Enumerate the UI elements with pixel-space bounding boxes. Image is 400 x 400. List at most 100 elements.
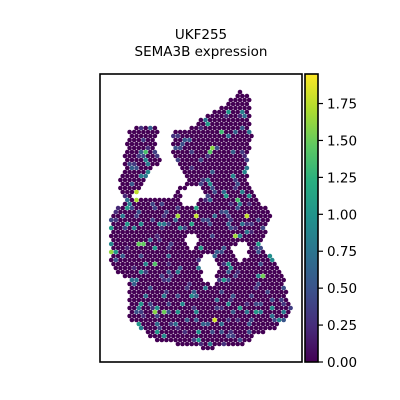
spot <box>279 289 284 295</box>
spot <box>200 249 206 255</box>
spot <box>223 297 229 303</box>
spot <box>177 193 183 199</box>
spot <box>249 205 254 211</box>
spot <box>235 269 240 275</box>
spot <box>212 157 217 163</box>
spot <box>230 325 236 331</box>
spot <box>187 273 192 279</box>
spot <box>122 201 128 207</box>
spot <box>253 325 259 331</box>
spot <box>228 289 234 295</box>
spot <box>173 313 178 319</box>
spot <box>258 269 264 275</box>
spot <box>226 149 231 155</box>
spot <box>164 281 169 287</box>
spot <box>200 177 206 183</box>
spot <box>221 157 227 163</box>
spot <box>235 277 240 283</box>
spot <box>191 145 197 151</box>
spot <box>217 253 222 259</box>
spot <box>221 117 227 123</box>
spot <box>159 337 165 343</box>
spot <box>203 285 208 291</box>
spot <box>256 233 261 239</box>
spot <box>235 133 240 139</box>
spot <box>235 213 240 219</box>
spot <box>223 177 229 183</box>
spot <box>175 317 181 323</box>
spot <box>164 321 169 327</box>
spot <box>226 269 231 275</box>
spot <box>207 125 213 131</box>
spot <box>191 249 197 255</box>
spot <box>173 289 178 295</box>
spot <box>212 341 217 347</box>
spot <box>129 301 135 307</box>
spot <box>180 229 185 235</box>
spot <box>212 213 217 219</box>
spot <box>249 317 254 323</box>
spot <box>177 225 183 231</box>
spot <box>256 249 261 255</box>
spot <box>205 145 211 151</box>
spot <box>200 153 206 159</box>
spot <box>246 201 252 207</box>
spot <box>286 309 291 315</box>
spot <box>203 237 208 243</box>
spot <box>217 157 222 163</box>
spot <box>219 209 224 215</box>
spot <box>120 205 125 211</box>
spot <box>177 241 183 247</box>
spot <box>258 253 264 259</box>
spot <box>217 261 222 267</box>
spot <box>256 217 261 223</box>
spot <box>134 205 139 211</box>
spot <box>166 197 171 203</box>
spot <box>233 113 238 119</box>
spot <box>263 285 268 291</box>
spot <box>113 257 119 263</box>
spot <box>175 229 181 235</box>
spot <box>131 297 137 303</box>
spot <box>200 137 206 143</box>
spot <box>143 141 148 147</box>
spot <box>138 125 144 131</box>
spot <box>127 185 132 191</box>
spot <box>223 161 229 167</box>
spot <box>152 325 158 331</box>
spot <box>235 325 240 331</box>
spot <box>221 269 227 275</box>
spot <box>168 265 174 271</box>
spot <box>138 309 144 315</box>
spot <box>212 301 217 307</box>
spot <box>223 313 229 319</box>
spot <box>175 285 181 291</box>
spot <box>210 345 215 351</box>
spot <box>221 173 227 179</box>
spot <box>260 305 266 311</box>
spot <box>154 233 160 239</box>
spot <box>228 233 234 239</box>
spot <box>205 289 211 295</box>
spot <box>228 97 234 103</box>
spot <box>233 217 238 223</box>
spot <box>210 193 215 199</box>
spot <box>226 229 231 235</box>
spot <box>152 221 158 227</box>
spot <box>219 105 224 111</box>
spot <box>274 265 280 271</box>
spot <box>154 129 160 135</box>
spot <box>180 245 185 251</box>
spot <box>205 121 211 127</box>
spot <box>115 261 121 267</box>
spot <box>194 245 199 251</box>
spot <box>138 229 144 235</box>
spot <box>191 169 197 175</box>
spot <box>182 225 188 231</box>
spot <box>260 257 266 263</box>
spot <box>127 201 132 207</box>
spot <box>129 237 135 243</box>
spot <box>253 277 259 283</box>
spot <box>226 141 231 147</box>
spot <box>125 157 130 163</box>
